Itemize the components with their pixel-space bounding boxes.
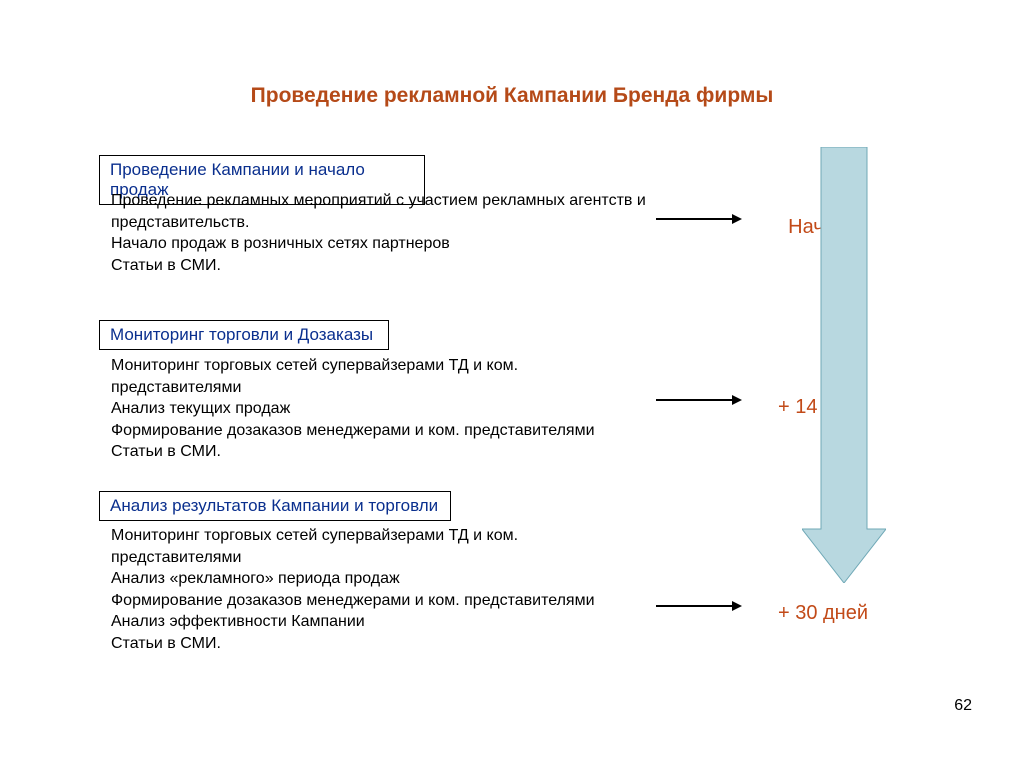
stage-body-0: Проведение рекламных мероприятий с участ… [111, 190, 651, 276]
stage-body-line: Статьи в СМИ. [111, 633, 651, 655]
stage-body-line: Начало продаж в розничных сетях партнеро… [111, 233, 651, 255]
stage-body-line: Статьи в СМИ. [111, 441, 651, 463]
stage-body-line: Формирование дозаказов менеджерами и ком… [111, 420, 651, 442]
connector-arrow-0-icon [656, 212, 744, 226]
stage-body-line: Мониторинг торговых сетей супервайзерами… [111, 355, 651, 398]
timeline-arrow-icon [802, 147, 886, 583]
stage-body-line: Формирование дозаказов менеджерами и ком… [111, 590, 651, 612]
stage-body-1: Мониторинг торговых сетей супервайзерами… [111, 355, 651, 463]
stage-heading-2: Анализ результатов Кампании и торговли [99, 491, 451, 521]
time-label-2: + 30 дней [763, 602, 883, 625]
page-number: 62 [954, 697, 972, 715]
stage-body-line: Анализ текущих продаж [111, 398, 651, 420]
connector-arrow-1-icon [656, 393, 744, 407]
stage-body-2: Мониторинг торговых сетей супервайзерами… [111, 525, 651, 655]
stage-body-line: Мониторинг торговых сетей супервайзерами… [111, 525, 651, 568]
stage-body-line: Анализ эффективности Кампании [111, 611, 651, 633]
stage-body-line: Статьи в СМИ. [111, 255, 651, 277]
stage-body-line: Анализ «рекламного» периода продаж [111, 568, 651, 590]
stage-heading-1: Мониторинг торговли и Дозаказы [99, 320, 389, 350]
stage-body-line: Проведение рекламных мероприятий с участ… [111, 190, 651, 233]
connector-arrow-2-icon [656, 599, 744, 613]
slide-title: Проведение рекламной Кампании Бренда фир… [0, 84, 1024, 108]
